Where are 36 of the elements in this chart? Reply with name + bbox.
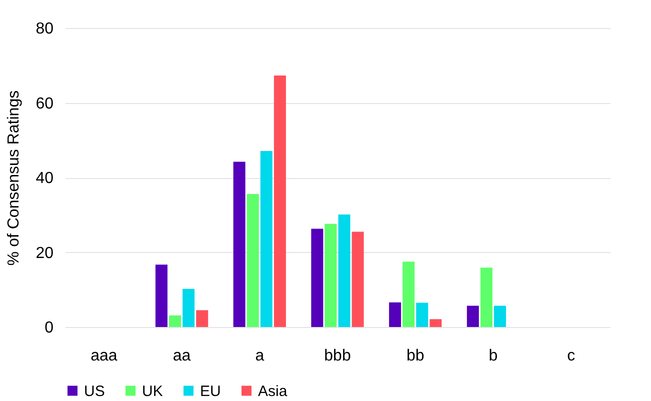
bar: [416, 302, 428, 327]
bar: [155, 264, 168, 327]
legend-label: UK: [142, 382, 163, 400]
bar: [260, 150, 272, 327]
y-axis-title: % of Consensus Ratings: [6, 90, 23, 266]
bar: [389, 302, 402, 327]
bar: [311, 228, 324, 327]
x-tick-label: b: [488, 348, 498, 364]
x-tick-label: a: [255, 348, 264, 364]
legend-label: Asia: [258, 382, 288, 400]
x-tick-label: aa: [172, 348, 191, 364]
bar: [274, 75, 286, 327]
x-tick-label: c: [567, 348, 576, 364]
bar: [352, 232, 364, 327]
bar: [480, 268, 492, 327]
bar: [196, 310, 208, 327]
y-tick-label: 20: [36, 244, 54, 262]
y-tick-label: 60: [36, 95, 54, 112]
x-tick-label: bb: [406, 348, 424, 364]
legend-label: US: [84, 382, 105, 400]
bar: [402, 262, 415, 327]
bar: [324, 224, 337, 327]
bar: [246, 194, 259, 327]
x-tick-label: bbb: [324, 348, 351, 364]
bar: [494, 306, 506, 327]
bar: [430, 319, 442, 327]
bar: [169, 315, 182, 327]
y-tick-label: 80: [36, 20, 54, 38]
x-tick-label: aaa: [90, 348, 118, 364]
legend-label: EU: [200, 382, 221, 400]
y-tick-label: 40: [36, 170, 54, 187]
bar: [182, 288, 195, 327]
y-tick-label: 0: [44, 320, 54, 336]
bar: [338, 214, 350, 327]
bar: [233, 162, 246, 327]
bar: [466, 306, 479, 327]
